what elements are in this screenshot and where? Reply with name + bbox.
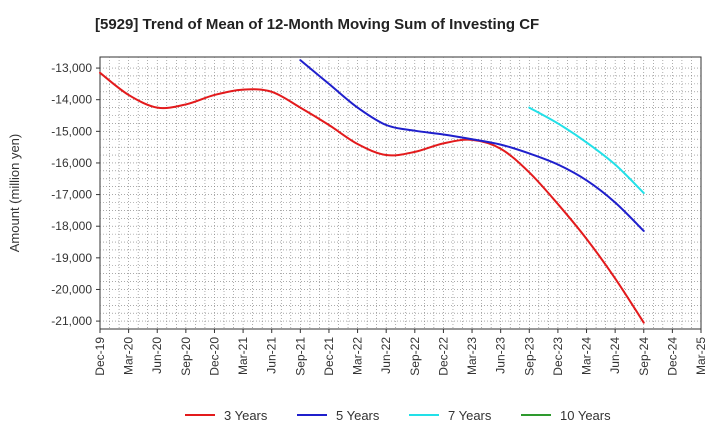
chart-title: [5929] Trend of Mean of 12-Month Moving … [95,16,539,33]
y-axis-ticks: -13,000 -14,000 -15,000 -16,000 -17,000 -18,0… [51,61,100,328]
y-tick-label: -18,000 [51,219,92,233]
x-tick-label: Mar-20 [122,337,136,375]
y-tick-label: -16,000 [51,156,92,170]
x-tick-label: Jun-24 [608,337,622,374]
x-tick-label: Jun-20 [150,337,164,374]
x-tick-label: Mar-25 [694,337,708,375]
series-lines [99,59,645,324]
legend-label: 7 Years [448,408,492,423]
series-line-5-years [299,59,645,232]
x-tick-label: Sep-20 [179,337,193,376]
x-tick-label: Jun-21 [265,337,279,374]
series-line-3-years [99,71,645,324]
x-tick-label: Dec-19 [93,337,107,376]
x-tick-label: Mar-23 [465,337,479,375]
x-axis-ticks: Dec-19 Mar-20 Jun-20 Sep-20 Dec-20 Mar-21 Jun-… [93,329,708,376]
x-tick-label: Mar-24 [580,337,594,375]
y-tick-label: -15,000 [51,124,92,138]
plot-area [99,56,702,330]
x-tick-label: Sep-21 [293,337,307,376]
x-tick-label: Sep-24 [637,337,651,376]
x-tick-label: Dec-22 [436,337,450,376]
x-tick-label: Dec-20 [207,337,221,376]
x-tick-label: Mar-22 [351,337,365,375]
x-tick-label: Sep-23 [522,337,536,376]
y-axis-label: Amount (million yen) [7,134,22,253]
x-tick-label: Sep-22 [408,337,422,376]
x-tick-label: Jun-23 [494,337,508,374]
x-tick-label: Dec-24 [665,337,679,376]
x-tick-label: Dec-23 [551,337,565,376]
x-tick-label: Jun-22 [379,337,393,374]
legend-label: 3 Years [224,408,268,423]
y-tick-label: -19,000 [51,251,92,265]
y-tick-label: -13,000 [51,61,92,75]
legend-label: 5 Years [336,408,380,423]
legend-label: 10 Years [560,408,611,423]
y-tick-label: -17,000 [51,188,92,202]
y-tick-label: -14,000 [51,93,92,107]
legend: 3 Years 5 Years 7 Years 10 Years [185,408,611,423]
y-tick-label: -21,000 [51,314,92,328]
y-tick-label: -20,000 [51,282,92,296]
x-tick-label: Dec-21 [322,337,336,376]
series-line-7-years [528,106,645,194]
y-gridlines [100,67,701,322]
x-tick-label: Mar-21 [236,337,250,375]
